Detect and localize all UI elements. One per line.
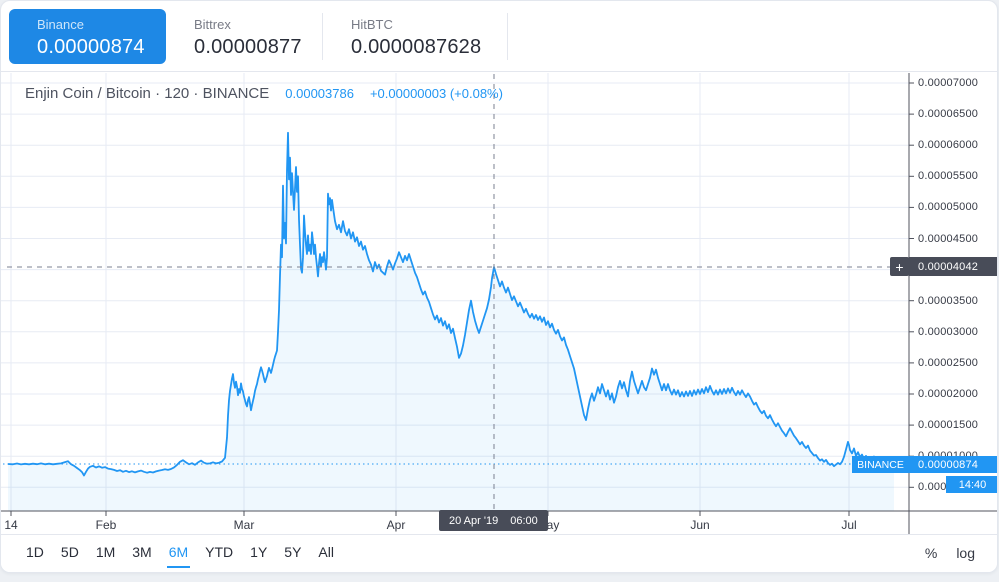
log-scale-button[interactable]: log xyxy=(956,545,975,561)
exchange-tabs: Binance 0.00000874 Bittrex 0.00000877 Hi… xyxy=(1,1,997,72)
range-button-5y[interactable]: 5Y xyxy=(284,543,302,560)
tab-hitbtc[interactable]: HitBTC 0.0000087628 xyxy=(323,9,508,64)
range-button-all[interactable]: All xyxy=(318,543,334,560)
tab-binance-price: 0.00000874 xyxy=(37,36,145,58)
tab-hitbtc-price: 0.0000087628 xyxy=(351,36,482,58)
price-chart-plot[interactable] xyxy=(1,72,998,535)
scale-buttons: % log xyxy=(925,545,975,561)
price-axis-label: 0.00002500 xyxy=(918,356,979,369)
tab-binance[interactable]: Binance 0.00000874 xyxy=(9,9,166,64)
legend-change: +0.00000003 (+0.08%) xyxy=(369,86,503,101)
chart-legend: Enjin Coin / Bitcoin · 120 · BINANCE 0.0… xyxy=(25,85,503,102)
crosshair-date: 20 Apr '19 xyxy=(449,514,499,527)
price-axis-label: 0.00006500 xyxy=(918,108,979,121)
series-line xyxy=(7,131,895,477)
range-button-1y[interactable]: 1Y xyxy=(250,543,268,560)
time-axis-label: Mar xyxy=(233,518,255,532)
price-axis-label: 0.00003500 xyxy=(918,294,979,307)
crosshair-time-badge: 20 Apr '19 06:00 xyxy=(439,510,548,531)
current-price-badge: 0.00000874 xyxy=(909,456,997,473)
legend-last-price: 0.00003786 xyxy=(285,86,354,101)
tab-bittrex[interactable]: Bittrex 0.00000877 xyxy=(166,9,323,64)
range-button-6m[interactable]: 6M xyxy=(166,539,191,568)
range-button-3m[interactable]: 3M xyxy=(132,543,152,560)
symbol-title[interactable]: Enjin Coin / Bitcoin · 120 · BINANCE xyxy=(25,85,270,102)
time-axis-label: 14 xyxy=(4,518,18,532)
tab-hitbtc-label: HitBTC xyxy=(351,17,393,32)
date-range-buttons: 1D 5D 1M 3M 6M YTD 1Y 5Y All xyxy=(24,539,336,568)
time-axis-label: Feb xyxy=(95,518,117,532)
price-axis-label: 0.00006000 xyxy=(918,139,979,152)
exchange-price-label: BINANCE xyxy=(852,456,909,473)
price-axis-label: 0.00001500 xyxy=(918,419,979,432)
tab-bittrex-label: Bittrex xyxy=(194,17,231,32)
price-axis-label: 0.00003000 xyxy=(918,325,979,338)
price-axis-label: 0.00002000 xyxy=(918,388,979,400)
series-area xyxy=(8,132,894,512)
time-axis-label: Apr xyxy=(386,518,406,532)
price-axis-label: 0.00004500 xyxy=(918,232,979,245)
price-axis-label: 0.00007000 xyxy=(918,77,979,89)
range-button-5d[interactable]: 5D xyxy=(60,543,79,560)
chart-toolbar: 1D 5D 1M 3M 6M YTD 1Y 5Y All % log xyxy=(1,534,997,572)
range-button-1m[interactable]: 1M xyxy=(95,543,116,560)
crosshair-time: 06:00 xyxy=(510,514,538,527)
time-axis-label: Jul xyxy=(841,518,857,532)
range-button-ytd[interactable]: YTD xyxy=(205,543,234,560)
tab-bittrex-price: 0.00000877 xyxy=(194,36,302,58)
tab-binance-label: Binance xyxy=(37,17,84,32)
price-axis-label: 0.00005000 xyxy=(918,201,979,214)
percent-scale-button[interactable]: % xyxy=(924,545,938,561)
range-button-1d[interactable]: 1D xyxy=(26,543,44,560)
add-alert-plus-icon[interactable]: + xyxy=(890,257,909,276)
time-axis-label: Jun xyxy=(690,518,710,532)
price-axis-label: 0.00005500 xyxy=(918,170,979,183)
bar-countdown-badge: 14:40 xyxy=(946,476,997,493)
crosshair-price-badge: 0.00004042 xyxy=(909,257,997,276)
